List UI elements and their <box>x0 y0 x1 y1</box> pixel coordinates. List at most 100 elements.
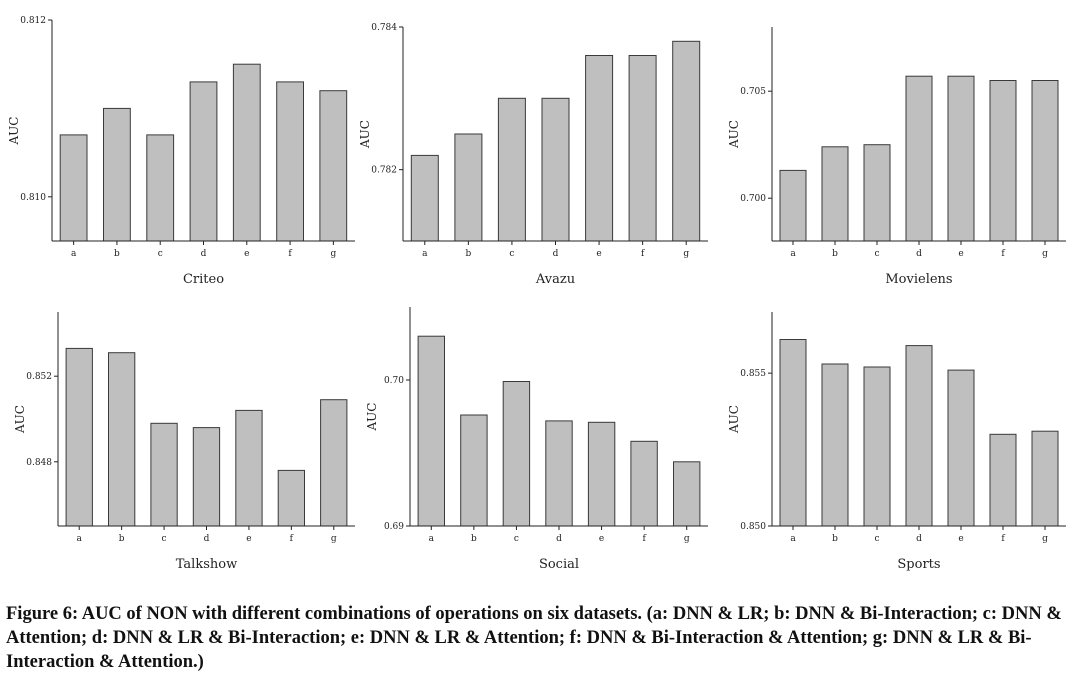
x-tick-label: e <box>596 249 601 259</box>
chart-panel-criteo: a b c d e f g 0.810 0.812 AUC Criteo <box>7 16 355 287</box>
y-tick-label: 0.855 <box>740 369 766 379</box>
chart-panel-social: a b c d e f g 0.69 0.70 AUC Social <box>365 307 708 572</box>
y-tick-label: 0.852 <box>26 372 52 382</box>
y-tick-label: 0.848 <box>26 458 52 468</box>
bar-e <box>587 421 616 527</box>
bar-f <box>989 433 1017 527</box>
x-tick-label: e <box>244 249 249 259</box>
x-tick-label: d <box>916 534 922 544</box>
x-tick-label: g <box>330 249 336 259</box>
x-tick-label: a <box>429 534 435 544</box>
bar-e <box>235 409 263 527</box>
y-axis-label: AUC <box>358 120 372 149</box>
x-tick-label: c <box>874 249 879 259</box>
y-axis-label: AUC <box>727 120 741 149</box>
y-tick-label: 0.705 <box>740 87 766 97</box>
x-tick-label: c <box>874 534 879 544</box>
x-tick-label: g <box>1042 249 1048 259</box>
x-tick-label: f <box>641 249 645 259</box>
chart-panel-sports: a b c d e f g 0.850 0.855 AUC Sports <box>727 312 1066 572</box>
x-tick-label: g <box>684 534 690 544</box>
bar-a <box>417 335 446 527</box>
bar-f <box>277 469 306 527</box>
bar-e <box>947 75 975 242</box>
x-axis-label: Talkshow <box>176 557 237 572</box>
bar-c <box>863 144 891 242</box>
x-axis-label: Sports <box>897 557 940 572</box>
chart-panel-movielens: a b c d e f g 0.700 0.705 AUC Movielens <box>727 27 1066 287</box>
x-tick-label: b <box>465 249 471 259</box>
x-tick-label: f <box>1001 534 1005 544</box>
x-tick-label: f <box>642 534 646 544</box>
x-tick-label: d <box>201 249 207 259</box>
y-tick-label: 0.69 <box>384 522 404 532</box>
x-tick-label: f <box>288 249 292 259</box>
x-tick-label: d <box>556 534 562 544</box>
bar-e <box>232 63 261 242</box>
x-tick-label: b <box>832 534 838 544</box>
x-tick-label: e <box>958 534 963 544</box>
x-tick-label: d <box>916 249 922 259</box>
x-tick-label: a <box>790 534 796 544</box>
x-tick-label: e <box>958 249 963 259</box>
y-tick-label: 0.784 <box>371 23 397 33</box>
x-tick-label: f <box>290 534 294 544</box>
x-tick-label: c <box>514 534 519 544</box>
y-axis-label: AUC <box>727 405 741 434</box>
bar-d <box>189 81 218 242</box>
bar-e <box>947 369 975 527</box>
x-tick-label: b <box>832 249 838 259</box>
chart-panel-avazu: a b c d e f g 0.782 0.784 AUC Avazu <box>358 23 708 287</box>
bar-a <box>59 134 88 242</box>
x-tick-label: g <box>331 534 337 544</box>
bar-b <box>454 133 483 242</box>
bar-c <box>502 381 531 527</box>
x-axis-label: Movielens <box>885 272 952 287</box>
x-tick-label: e <box>246 534 251 544</box>
y-tick-label: 0.812 <box>20 16 46 26</box>
bar-f <box>989 80 1017 242</box>
x-tick-label: a <box>71 249 77 259</box>
y-tick-label: 0.782 <box>371 166 397 176</box>
chart-panel-talkshow: a b c d e f g 0.848 0.852 AUC Talkshow <box>13 312 355 572</box>
x-tick-label: b <box>114 249 120 259</box>
figure-six-panel-bar-charts: a b c d e f g 0.810 0.812 AUC Criteo a b c d e f g 0.782 0.… <box>7 16 1066 572</box>
x-tick-label: c <box>509 249 514 259</box>
x-tick-label: e <box>599 534 604 544</box>
x-axis-label: Avazu <box>535 272 575 287</box>
y-axis-label: AUC <box>7 117 21 146</box>
bar-d <box>541 97 570 242</box>
x-tick-label: d <box>204 534 210 544</box>
bar-g <box>672 40 701 242</box>
x-tick-label: g <box>1042 534 1048 544</box>
x-tick-label: a <box>790 249 796 259</box>
x-tick-label: c <box>162 534 167 544</box>
bar-g <box>320 399 348 527</box>
bar-c <box>146 134 175 242</box>
bar-b <box>821 363 849 527</box>
bar-d <box>545 420 573 527</box>
y-tick-label: 0.850 <box>740 522 766 532</box>
bar-c <box>497 97 526 242</box>
x-tick-label: b <box>471 534 477 544</box>
x-tick-label: f <box>1001 249 1005 259</box>
bar-a <box>65 347 93 527</box>
bar-a <box>410 154 439 242</box>
bar-g <box>319 90 348 242</box>
bar-g <box>1031 80 1059 242</box>
bar-g <box>1031 430 1059 527</box>
bar-g <box>673 461 701 527</box>
bar-b <box>108 352 136 527</box>
bar-d <box>905 345 933 527</box>
x-tick-label: a <box>422 249 428 259</box>
y-tick-label: 0.70 <box>384 376 404 386</box>
x-tick-label: g <box>683 249 689 259</box>
x-axis-label: Criteo <box>183 272 224 287</box>
figure-caption: Figure 6: AUC of NON with different comb… <box>6 604 1062 672</box>
y-tick-label: 0.810 <box>20 193 46 203</box>
bar-d <box>905 75 933 242</box>
bar-a <box>779 339 807 527</box>
bar-b <box>460 414 488 527</box>
bar-f <box>630 440 658 527</box>
x-axis-label: Social <box>539 557 579 572</box>
